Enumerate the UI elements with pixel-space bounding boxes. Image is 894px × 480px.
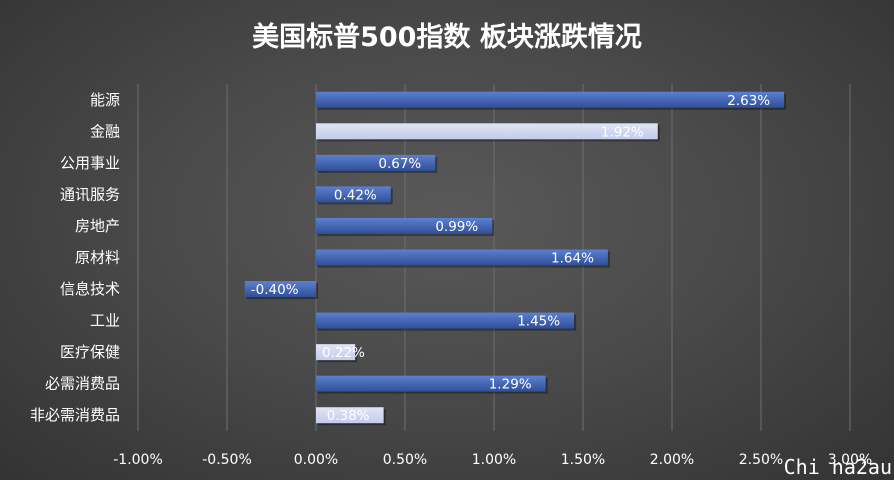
x-tick-label: -0.50% xyxy=(202,452,252,468)
x-tick-label: 1.50% xyxy=(561,452,605,468)
x-tick-label: 1.00% xyxy=(472,452,516,468)
x-tick-label: 3.00% xyxy=(828,452,872,468)
bar xyxy=(316,123,658,140)
category-label: 必需消费品 xyxy=(45,375,120,393)
bar xyxy=(316,312,575,329)
x-tick-label: 2.00% xyxy=(650,452,694,468)
bar xyxy=(316,249,608,266)
x-tick-label: -1.00% xyxy=(113,452,163,468)
category-label: 原材料 xyxy=(75,249,120,267)
bar xyxy=(244,281,316,298)
data-label: 1.92% xyxy=(601,124,644,140)
data-label: 1.64% xyxy=(551,251,594,267)
bar xyxy=(316,217,493,234)
data-labels: 2.63% 1.92% 0.67%0.42% 0.99% 1.64% -0.40% 1.45… xyxy=(251,93,771,424)
data-label: 0.67% xyxy=(378,156,421,172)
category-label: 通讯服务 xyxy=(60,185,120,203)
data-label: 0.22% xyxy=(322,345,365,361)
category-label: 金融 xyxy=(90,122,120,140)
data-label: 0.38% xyxy=(327,408,370,424)
watermark: Chi na2au xyxy=(784,455,892,479)
data-label: 0.99% xyxy=(435,219,478,235)
category-label: 能源 xyxy=(90,91,120,109)
category-label: 医疗保健 xyxy=(60,343,120,361)
category-label: 信息技术 xyxy=(60,280,120,298)
x-axis-tick-labels: -1.00% -0.50% 0.00% 0.50% 1.00% 1.50% 2.00% 2.5… xyxy=(113,452,872,468)
category-label: 公用事业 xyxy=(60,154,120,172)
bar xyxy=(316,186,391,203)
bars xyxy=(244,91,787,426)
data-label: 1.45% xyxy=(517,314,560,330)
data-label: 2.63% xyxy=(727,93,770,109)
chart-title: 美国标普500指数 板块涨跌情况 xyxy=(252,21,642,53)
category-label: 非必需消费品 xyxy=(30,406,120,424)
x-tick-label: 2.50% xyxy=(739,452,783,468)
x-tick-label: 0.50% xyxy=(383,452,427,468)
category-label: 工业 xyxy=(90,312,120,330)
category-label: 房地产 xyxy=(75,217,120,235)
bar xyxy=(316,91,785,108)
data-label: -0.40% xyxy=(251,282,299,298)
data-label: 1.29% xyxy=(489,377,532,393)
bar xyxy=(316,407,384,424)
bar xyxy=(316,344,356,361)
bar xyxy=(316,154,436,171)
bar xyxy=(316,375,546,392)
x-tick-label: 0.00% xyxy=(294,452,338,468)
data-label: 0.42% xyxy=(334,187,377,203)
